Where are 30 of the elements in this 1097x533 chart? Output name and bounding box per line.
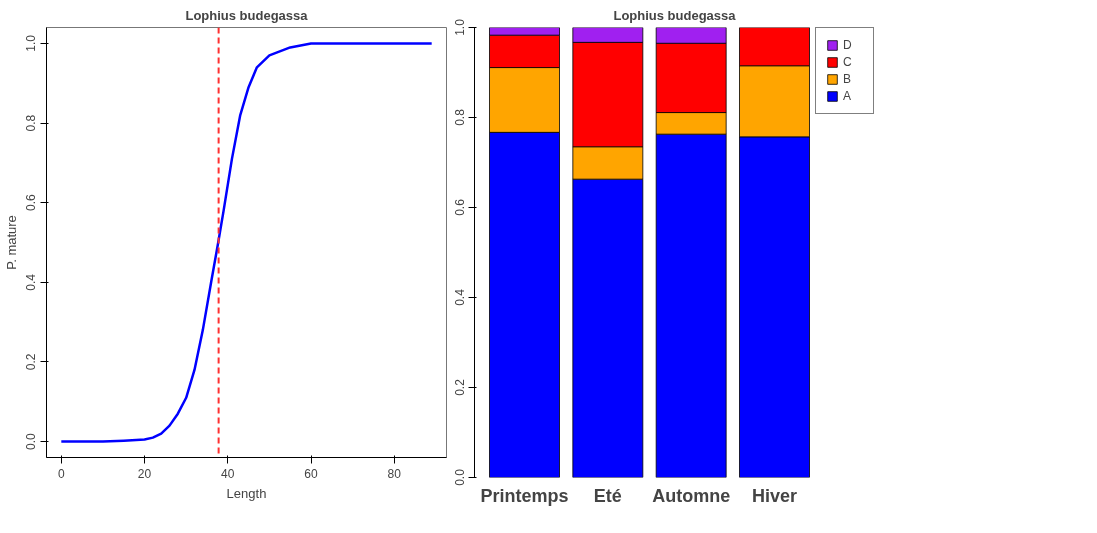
x-tick-label: Hiver [751, 485, 798, 506]
y-tick-label: 0.8 [452, 108, 467, 126]
chart-title: Lophius budegassa [185, 7, 309, 23]
y-tick-label: 1.0 [24, 34, 39, 52]
x-tick-label: Printemps [480, 485, 569, 506]
x-tick-label: 20 [137, 466, 152, 481]
x-tick-label: 60 [304, 466, 318, 481]
x-tick-label: 80 [387, 466, 402, 481]
x-tick-label: Eté [593, 485, 622, 506]
y-tick-label: 0.2 [452, 378, 467, 396]
line-series [60, 42, 433, 443]
y-tick-label: 0.6 [24, 194, 39, 212]
x-tick-label: 0 [57, 466, 65, 481]
chart-title: Lophius budegassa [613, 7, 737, 23]
y-tick-label: 0.6 [452, 198, 467, 216]
y-tick-label: 1.0 [452, 18, 467, 36]
x-axis-title: Length [226, 485, 267, 501]
y-tick-label: 0.0 [452, 468, 467, 486]
y-tick-label: 0.8 [24, 114, 39, 132]
y-axis-title: P. mature [3, 215, 19, 270]
legend-label: C [843, 55, 853, 69]
y-tick-label: 0.4 [452, 288, 467, 306]
y-tick-label: 0.4 [24, 273, 39, 291]
legend-label: B [843, 72, 852, 86]
y-tick-label: 0.2 [24, 353, 39, 371]
legend-label: A [843, 89, 852, 103]
legend-label: D [843, 38, 853, 52]
x-tick-label: 40 [221, 466, 235, 481]
y-tick-label: 0.0 [24, 432, 39, 450]
x-tick-label: Automne [652, 485, 731, 506]
